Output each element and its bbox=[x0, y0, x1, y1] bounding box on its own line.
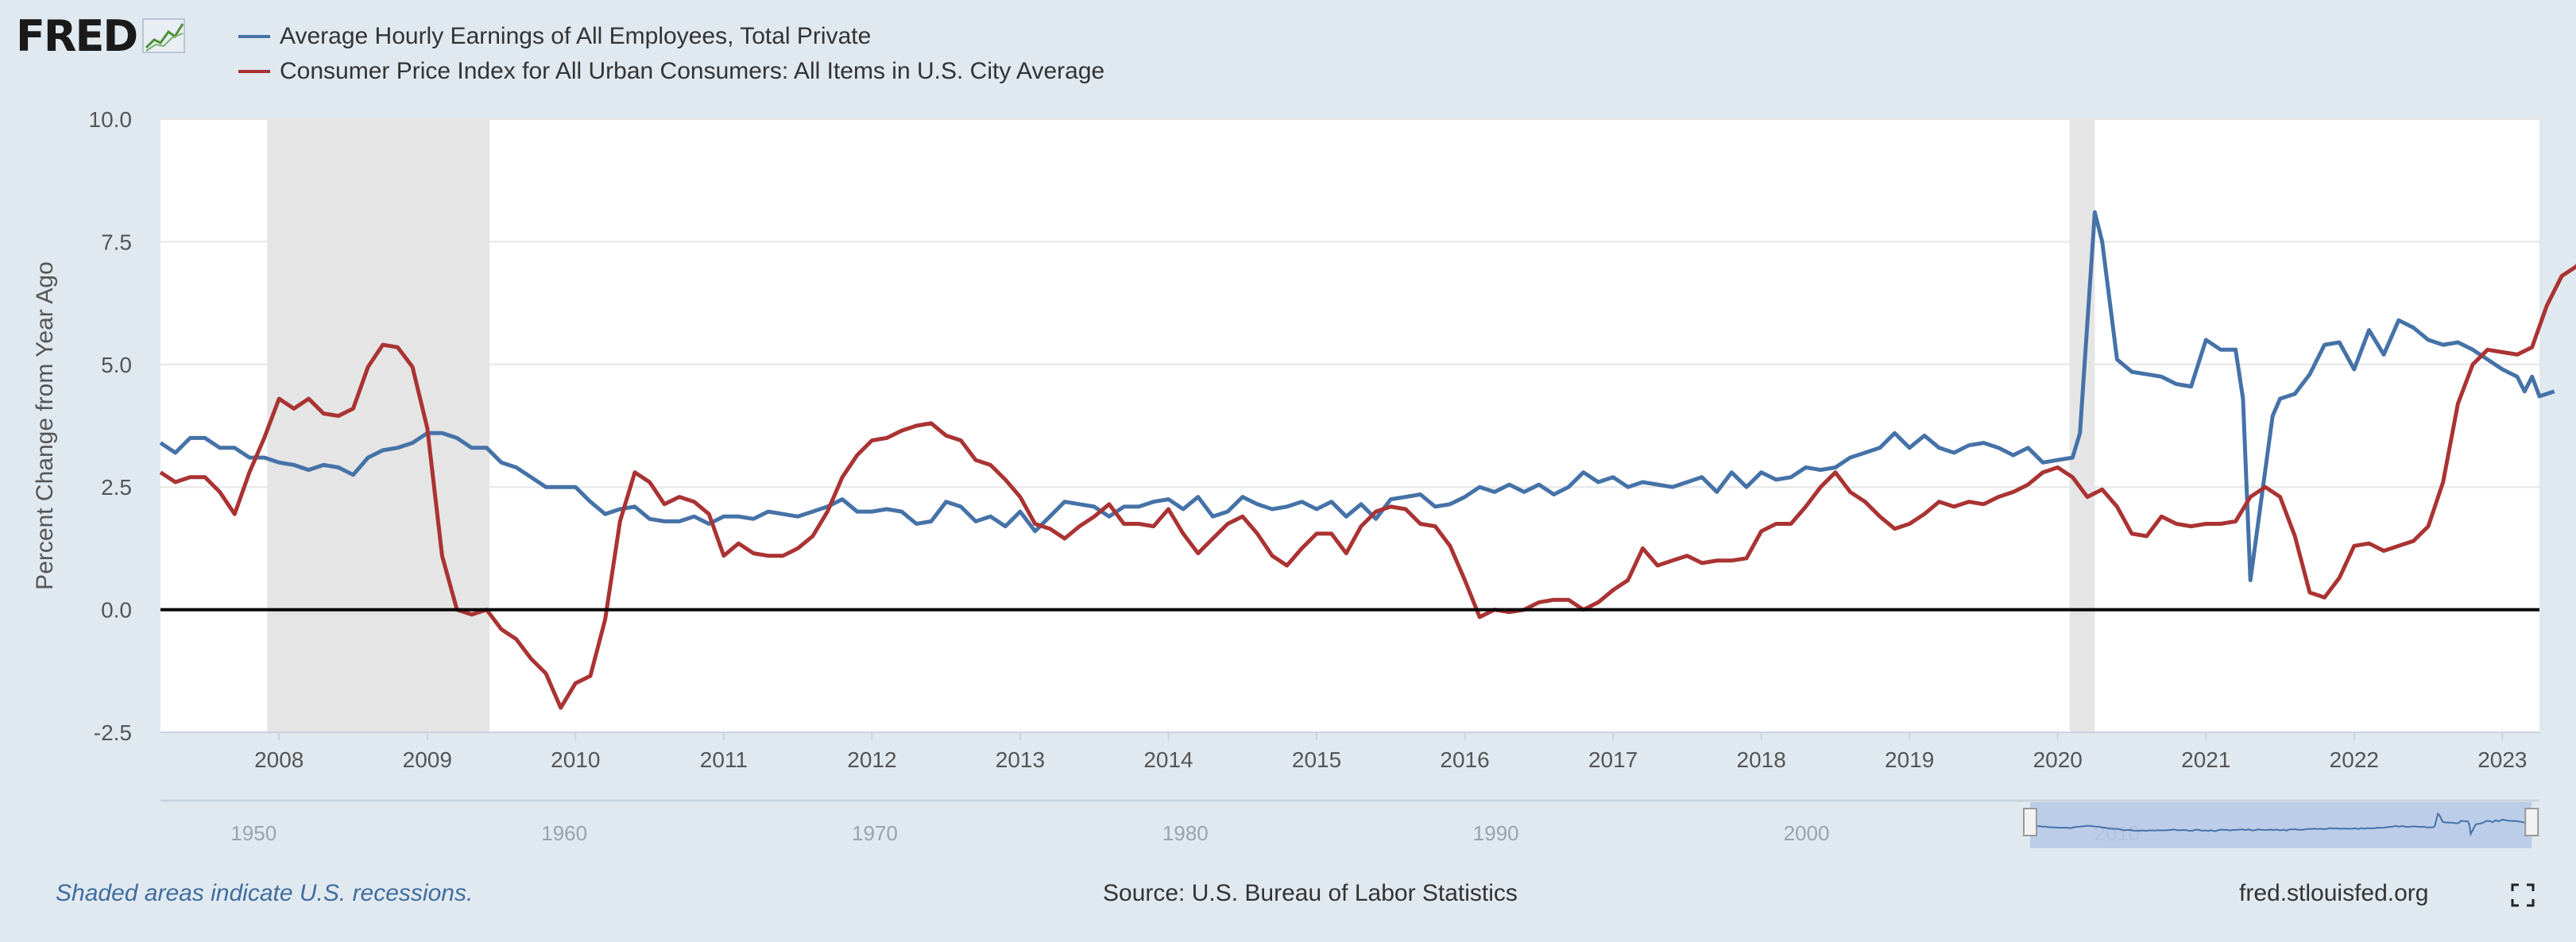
source-note: Source: U.S. Bureau of Labor Statistics bbox=[1103, 880, 1518, 906]
legend-label-cpi: Consumer Price Index for All Urban Consu… bbox=[280, 58, 1105, 84]
x-tick-label: 2023 bbox=[2477, 747, 2527, 772]
x-tick-label: 2013 bbox=[996, 747, 1045, 772]
x-tick-label: 2011 bbox=[700, 747, 748, 772]
navigator-tick-label: 1980 bbox=[1162, 821, 1209, 845]
x-tick-label: 2008 bbox=[254, 747, 304, 772]
x-tick-label: 2009 bbox=[403, 747, 452, 772]
x-tick-label: 2019 bbox=[1885, 747, 1934, 772]
y-tick-label: -2.5 bbox=[94, 720, 132, 745]
y-tick-label: 7.5 bbox=[101, 230, 132, 254]
legend-swatch-earnings bbox=[238, 35, 270, 38]
legend-item-earnings[interactable]: Average Hourly Earnings of All Employees… bbox=[238, 19, 1104, 54]
y-tick-label: 10.0 bbox=[89, 107, 133, 132]
legend-label-earnings: Average Hourly Earnings of All Employees… bbox=[280, 23, 872, 49]
navigator-selection[interactable] bbox=[2022, 802, 2539, 848]
series-line-cpi bbox=[159, 263, 2576, 710]
x-tick-label: 2012 bbox=[847, 747, 896, 772]
fullscreen-icon[interactable] bbox=[2511, 883, 2535, 907]
navigator-tick-label: 1970 bbox=[852, 821, 898, 845]
navigator-handle-left[interactable] bbox=[2022, 808, 2037, 836]
navigator-tick-label: 1990 bbox=[1473, 821, 1519, 845]
x-tick-label: 2018 bbox=[1737, 747, 1786, 772]
recession-shading bbox=[267, 119, 2095, 732]
fred-logo-text: FRED bbox=[16, 10, 138, 61]
trend-line-icon bbox=[142, 18, 186, 53]
x-tick-label: 2010 bbox=[551, 747, 600, 772]
y-axis-title: Percent Change from Year Ago bbox=[32, 261, 58, 590]
navigator-tick-label: 1960 bbox=[541, 821, 587, 845]
x-tick-label: 2021 bbox=[2181, 747, 2230, 772]
navigator-tick-label: 1950 bbox=[230, 821, 277, 845]
navigator-handle-right[interactable] bbox=[2524, 808, 2539, 836]
x-tick-label: 2015 bbox=[1292, 747, 1341, 772]
x-tick-label: 2017 bbox=[1588, 747, 1638, 772]
navigator-tick-label: 2000 bbox=[1784, 821, 1830, 845]
x-tick-label: 2022 bbox=[2330, 747, 2379, 772]
site-link[interactable]: fred.stlouisfed.org bbox=[2239, 880, 2429, 906]
navigator-window[interactable] bbox=[2029, 802, 2532, 848]
axes: -2.5 0.0 2.5 5.0 7.5 10.0 2008 2009 2010 2011 2012… bbox=[89, 107, 2539, 772]
y-tick-label: 0.0 bbox=[101, 598, 132, 623]
range-navigator[interactable]: 1950196019701980199020002010 bbox=[161, 799, 2539, 848]
plot-area bbox=[161, 119, 2539, 732]
chart-legend: Average Hourly Earnings of All Employees… bbox=[238, 19, 1104, 89]
x-tick-label: 2020 bbox=[2033, 747, 2083, 772]
legend-item-cpi[interactable]: Consumer Price Index for All Urban Consu… bbox=[238, 54, 1104, 89]
x-tick-label: 2016 bbox=[1440, 747, 1489, 772]
recession-note: Shaded areas indicate U.S. recessions. bbox=[56, 880, 474, 906]
fred-logo[interactable]: FRED bbox=[16, 8, 188, 64]
navigator-series bbox=[2029, 812, 2535, 837]
recession-band-0 bbox=[267, 119, 490, 732]
series-lines bbox=[159, 210, 2576, 710]
y-tick-label: 5.0 bbox=[101, 353, 132, 377]
navigator-ticks: 1950196019701980199020002010 bbox=[230, 821, 2140, 845]
y-tick-label: 2.5 bbox=[101, 475, 132, 500]
x-tick-label: 2014 bbox=[1143, 747, 1193, 772]
legend-swatch-cpi bbox=[238, 70, 270, 73]
series-line-earnings bbox=[159, 210, 2555, 582]
